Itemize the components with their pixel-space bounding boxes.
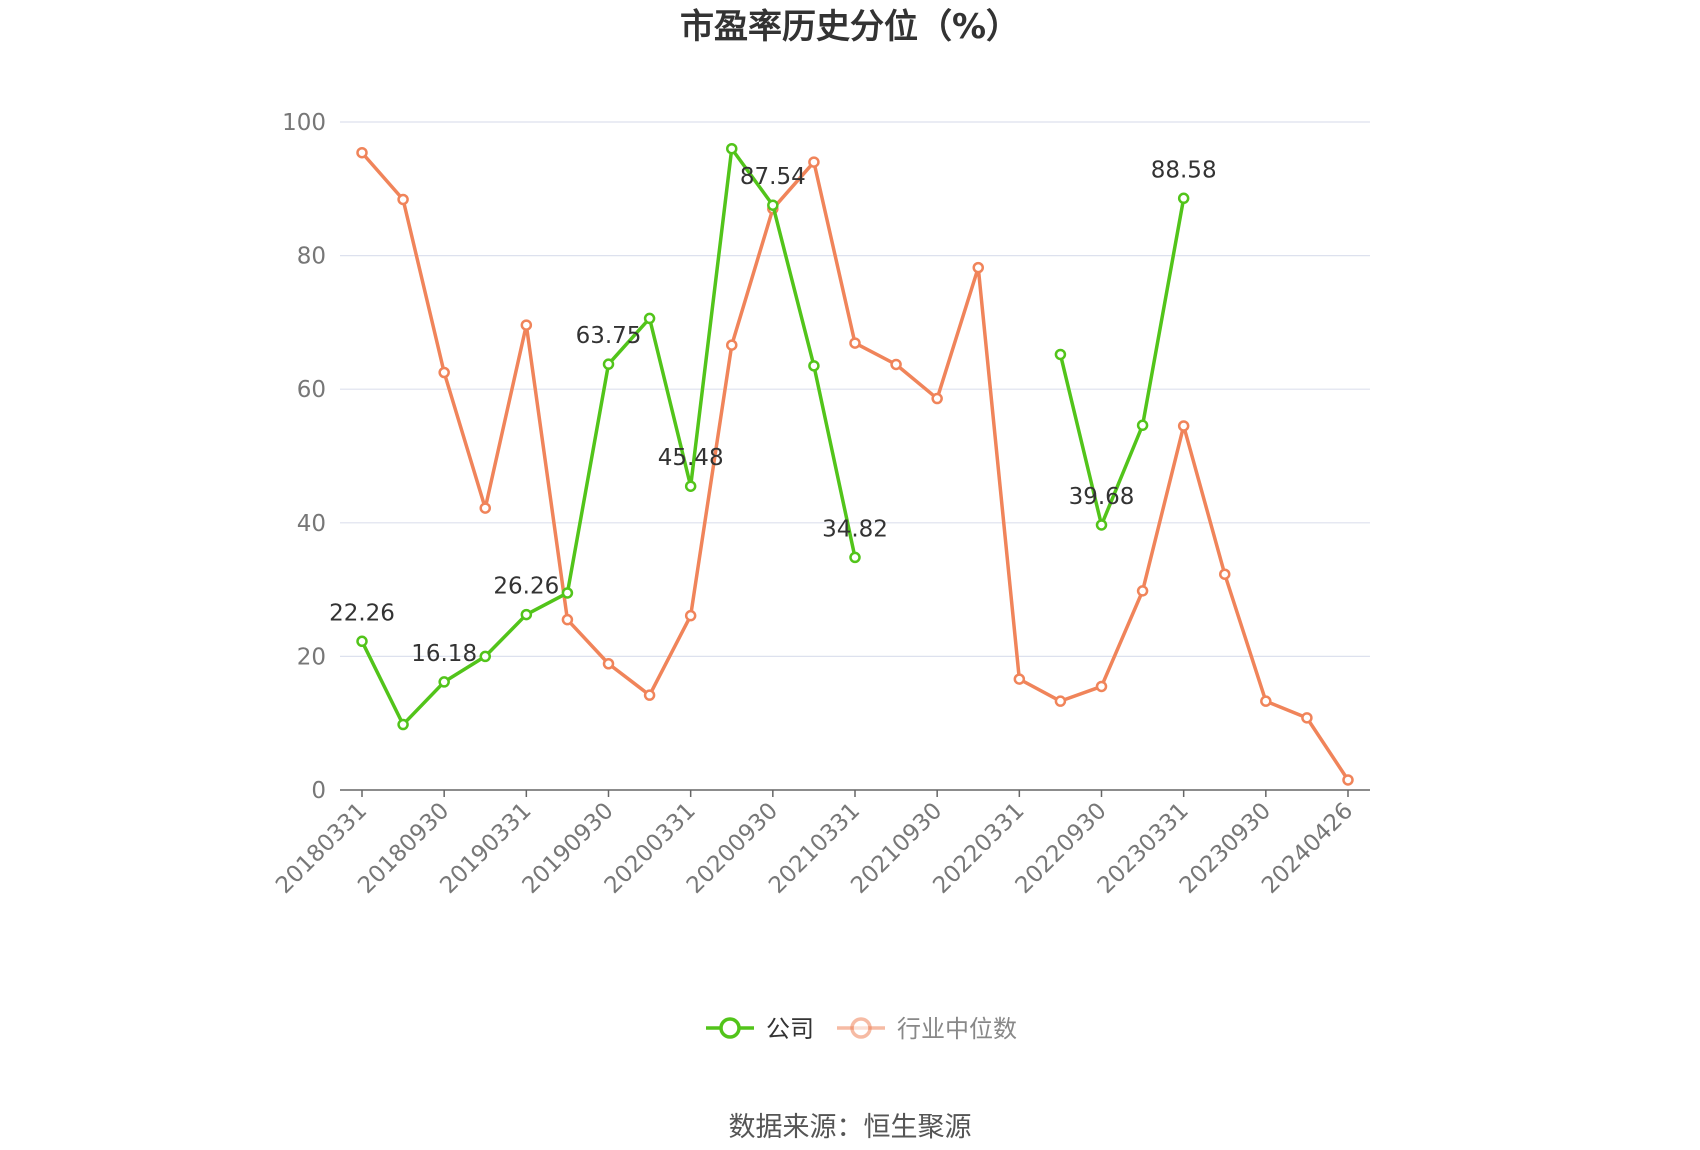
series-group	[356, 142, 1354, 786]
data-point	[561, 587, 574, 599]
series-line	[360, 146, 857, 727]
data-point	[684, 480, 697, 492]
data-point	[1342, 774, 1354, 786]
data-point	[726, 142, 738, 155]
legend-label: 公司	[766, 1015, 814, 1043]
data-point	[643, 689, 656, 701]
data-label: 45.48	[658, 445, 724, 471]
series-industry-median	[356, 146, 1354, 786]
data-point	[479, 502, 491, 514]
y-tick-label: 100	[282, 110, 326, 136]
data-point	[1260, 695, 1272, 707]
y-tick-label: 0	[311, 778, 326, 804]
data-point	[356, 635, 368, 648]
data-point	[808, 360, 820, 372]
data-point	[849, 551, 861, 564]
legend-marker	[850, 1017, 872, 1039]
data-label: 39.68	[1069, 484, 1135, 510]
data-label: 63.75	[576, 323, 642, 349]
data-labels: 22.26 16.18 26.26 63.75 45.48 87.54 34.82 39.68…	[329, 157, 1217, 667]
data-point	[520, 608, 533, 621]
data-point	[808, 156, 820, 168]
legend-item-company[interactable]: 公司	[706, 1015, 814, 1043]
data-label: 16.18	[411, 641, 477, 667]
chart-title: 市盈率历史分位（%）	[680, 7, 1020, 47]
series-line	[360, 151, 1350, 781]
data-point	[1136, 585, 1149, 597]
data-point	[1054, 695, 1067, 707]
data-point	[726, 339, 738, 351]
data-point	[849, 337, 861, 349]
legend-marker	[719, 1017, 741, 1039]
data-point	[479, 650, 491, 663]
data-point	[1136, 419, 1149, 432]
source-note: 数据来源：恒生聚源	[729, 1112, 972, 1143]
data-point	[931, 392, 943, 405]
data-point	[397, 193, 409, 206]
data-point	[1301, 712, 1313, 724]
data-point	[1013, 673, 1026, 685]
legend[interactable]: 公司 行业中位数	[706, 1015, 1017, 1043]
y-tick-label: 40	[297, 511, 326, 537]
data-point	[520, 319, 533, 331]
data-point	[1177, 192, 1190, 205]
y-tick-label: 80	[297, 244, 326, 270]
data-point	[356, 146, 368, 159]
data-label: 26.26	[493, 574, 559, 600]
data-point	[602, 657, 615, 670]
data-label: 87.54	[740, 164, 806, 190]
data-point	[561, 613, 574, 626]
data-point	[1054, 348, 1067, 361]
data-label: 34.82	[822, 516, 888, 542]
data-point	[438, 676, 450, 688]
data-point	[1177, 420, 1190, 432]
data-point	[602, 358, 615, 370]
data-point	[1219, 568, 1231, 580]
data-point	[1095, 680, 1108, 693]
data-point	[1095, 519, 1108, 531]
data-point	[643, 312, 656, 325]
data-label: 22.26	[329, 600, 395, 626]
series-company	[356, 142, 1190, 731]
data-point	[438, 366, 450, 379]
y-tick-label: 20	[297, 644, 326, 670]
data-point	[684, 609, 697, 622]
data-label: 88.58	[1151, 157, 1217, 183]
y-tick-label: 60	[297, 377, 326, 403]
legend-item-industry-median[interactable]: 行业中位数	[837, 1015, 1017, 1043]
data-point	[890, 358, 902, 371]
series-line	[1058, 197, 1186, 527]
legend-label: 行业中位数	[897, 1015, 1017, 1043]
data-point	[972, 261, 984, 274]
y-axis: 0 20 40 60 80 100	[282, 110, 326, 804]
x-axis: 2018033120180930201903312019093020200331…	[271, 789, 1370, 899]
data-point	[397, 718, 409, 731]
data-point	[767, 199, 779, 211]
